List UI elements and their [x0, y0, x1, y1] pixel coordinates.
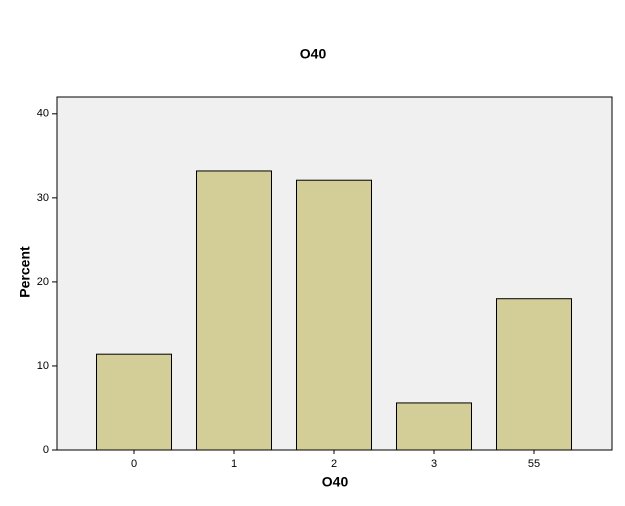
bar: [96, 353, 172, 451]
bar: [396, 402, 472, 451]
x-tick-label: 2: [331, 458, 337, 470]
x-tick-label: 55: [528, 458, 540, 470]
y-tick-label: 0: [43, 444, 49, 456]
x-tick-label: 3: [431, 458, 437, 470]
x-tick-label: 1: [231, 458, 237, 470]
y-tick-label: 10: [37, 360, 49, 372]
chart-title: O40: [300, 46, 327, 62]
y-tick-label: 40: [37, 108, 49, 120]
bar: [296, 179, 372, 451]
bar: [196, 170, 272, 451]
x-tick-label: 0: [131, 458, 137, 470]
y-tick-label: 20: [37, 276, 49, 288]
y-tick-label: 30: [37, 192, 49, 204]
x-axis-label: O40: [322, 474, 349, 490]
bar: [496, 298, 572, 451]
y-axis-label: Percent: [17, 246, 33, 298]
